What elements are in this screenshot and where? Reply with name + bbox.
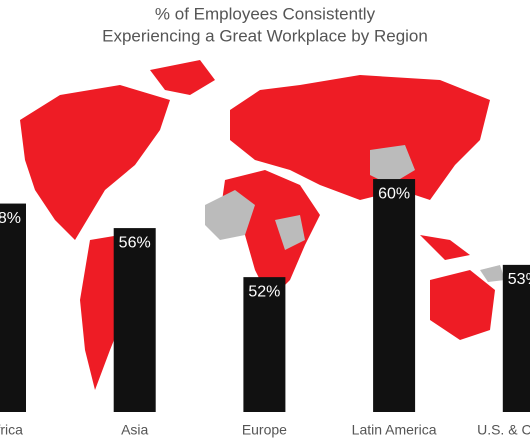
- x-tick-label: Africa: [0, 422, 23, 438]
- value-label: 52%: [248, 283, 280, 300]
- x-tick-label: Europe: [242, 422, 287, 438]
- x-tick-label: Asia: [121, 422, 148, 438]
- value-label: 56%: [119, 234, 151, 251]
- chart-title: % of Employees Consistently: [155, 4, 376, 23]
- chart-title: Experiencing a Great Workplace by Region: [102, 26, 428, 45]
- bar: [243, 277, 286, 412]
- map-unrated: [205, 145, 505, 282]
- value-label: 60%: [378, 185, 410, 202]
- value-label: 53%: [508, 271, 530, 288]
- bar: [502, 264, 530, 412]
- value-label: 58%: [0, 210, 21, 227]
- x-tick-label: Latin America: [352, 422, 437, 438]
- bar: [0, 203, 26, 412]
- bar: [373, 179, 416, 412]
- x-tick-label: U.S. & Canada: [477, 422, 530, 438]
- bar: [113, 228, 156, 412]
